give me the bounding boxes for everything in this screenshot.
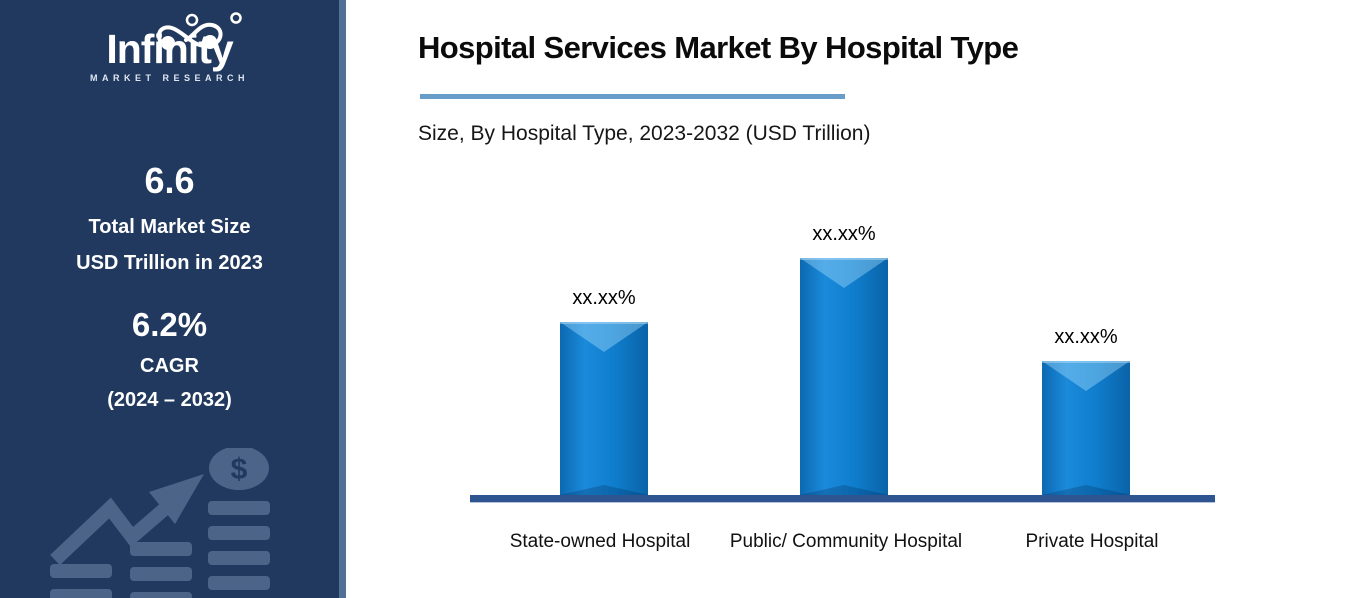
logo-tagline: MARKET RESEARCH: [89, 73, 249, 84]
growth-chart-decoration: $: [50, 448, 270, 598]
dollar-sign-glyph: $: [231, 453, 248, 486]
bar-value-label: xx.xx%: [812, 223, 876, 245]
chart-subtitle: Size, By Hospital Type, 2023-2032 (USD T…: [418, 122, 871, 145]
category-label-state-owned: State-owned Hospital: [509, 531, 691, 552]
market-size-unit: USD Trillion in 2023: [76, 252, 263, 274]
bar-group-public-community: xx.xx%: [784, 223, 904, 495]
infinity-logo: Infinity MARKET RESEARCH: [0, 12, 339, 84]
cagr-label: CAGR: [140, 355, 199, 377]
market-size-value: 6.6: [144, 160, 195, 201]
bar-group-state-owned: xx.xx%: [544, 287, 664, 495]
cagr-value: 6.2%: [131, 306, 208, 343]
page-title: Hospital Services Market By Hospital Typ…: [418, 30, 1019, 65]
bar: [800, 258, 888, 495]
market-size-label: Total Market Size: [88, 216, 251, 238]
category-label-public-community: Public/ Community Hospital: [729, 531, 963, 552]
sidebar: Infinity MARKET RESEARCH 6.6 Total Marke…: [0, 0, 346, 598]
trend-arrow-icon: [50, 474, 204, 566]
cagr-period: (2024 – 2032): [107, 389, 232, 411]
bar-value-label: xx.xx%: [572, 287, 636, 309]
infinity-symbol-icon: [156, 12, 242, 50]
coin-stack-bars-icon: [50, 501, 270, 598]
bar-group-private: xx.xx%: [1026, 326, 1146, 495]
category-label-private: Private Hospital: [1025, 531, 1159, 552]
x-axis-baseline: [470, 495, 1215, 502]
logo-wordmark: Infinity: [106, 26, 233, 72]
bar: [560, 322, 648, 495]
dollar-coin-icon: $: [209, 448, 269, 490]
bar: [1042, 361, 1130, 495]
title-underline-divider: [420, 94, 845, 99]
bar-value-label: xx.xx%: [1054, 326, 1118, 348]
